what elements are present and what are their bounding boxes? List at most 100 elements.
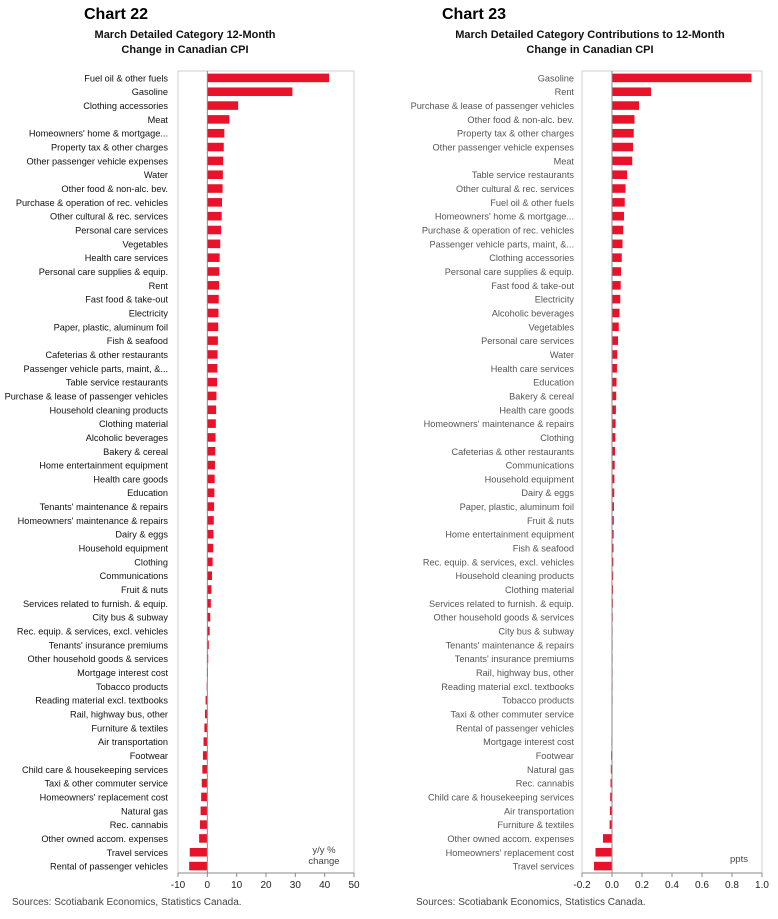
chart-23-category-label: Personal care supplies & equip. — [445, 267, 574, 277]
chart-22-category-label: Fuel oil & other fuels — [84, 73, 168, 83]
chart-23-bar — [612, 446, 615, 456]
chart-22-bar — [189, 861, 208, 871]
chart-22-bar — [207, 364, 218, 373]
chart-23-category-label: Cafeterias & other restaurants — [451, 447, 574, 457]
chart-22-category-label: Rec. cannabis — [110, 820, 169, 830]
chart-23-title-line2: Change in Canadian CPI — [526, 44, 654, 56]
chart-22-category-label: Footwear — [130, 751, 168, 761]
chart-23-bar — [612, 156, 633, 166]
chart-23-bar — [612, 336, 618, 345]
chart-22-category-label: Other food & non-alc. bev. — [61, 184, 168, 194]
chart-22-bar — [207, 211, 222, 221]
chart-22-bar — [207, 612, 211, 622]
chart-22-category-label: Tobacco products — [96, 682, 168, 692]
chart-22-bar — [207, 184, 223, 193]
chart-23-category-label: Health care goods — [499, 405, 574, 415]
chart-23-bar — [612, 101, 639, 110]
chart-22-bar — [207, 640, 209, 650]
chart-22-category-label: Purchase & lease of passenger vehicles — [5, 391, 169, 401]
chart-23-category-label: Rec. equip. & services, excl. vehicles — [423, 557, 575, 567]
chart-22-category-label: Meat — [148, 115, 169, 125]
chart-23-category-label: Reading material excl. textbooks — [441, 682, 574, 692]
chart-23-bar — [594, 861, 612, 871]
chart-22-bar — [207, 446, 216, 456]
chart-22-bar — [207, 142, 224, 152]
chart-23-bar — [612, 239, 623, 249]
chart-23-category-label: Fish & seafood — [513, 544, 574, 554]
chart-23-category-label: Tobacco products — [502, 696, 574, 706]
chart-23-category-label: Travel services — [513, 862, 575, 872]
chart-22-bar — [207, 488, 215, 498]
chart-22-bar — [207, 350, 218, 359]
chart-23-bar — [612, 474, 615, 484]
chart-23-bar — [612, 281, 621, 290]
chart-23-bar — [612, 73, 752, 83]
chart-22-bar — [203, 737, 208, 746]
chart-22-bar — [207, 543, 214, 553]
chart-22-category-label: Homeowners' maintenance & repairs — [18, 516, 169, 526]
chart-23-category-label: Footwear — [536, 751, 574, 761]
chart-22-bar — [201, 778, 208, 788]
chart-22-bar — [207, 308, 219, 318]
chart-22-category-label: Tenants' insurance premiums — [49, 640, 169, 650]
chart-23-bar — [609, 820, 612, 829]
chart-22-x-tick-label: 50 — [348, 880, 360, 891]
chart-23-category-label: Household cleaning products — [456, 571, 575, 581]
chart-22-bar — [207, 225, 222, 235]
chart-22-category-label: Fast food & take-out — [85, 295, 168, 305]
chart-23-bar — [612, 377, 617, 387]
chart-22-x-tick-label: 30 — [290, 880, 302, 891]
chart-22-bar — [207, 516, 214, 525]
chart-22-category-label: Natural gas — [121, 806, 168, 816]
chart-23-category-label: Rental of passenger vehicles — [456, 723, 574, 733]
chart-22-category-label: City bus & subway — [92, 613, 168, 623]
chart-22-bar — [207, 156, 224, 166]
chart-22-category-label: Household cleaning products — [50, 405, 169, 415]
chart-23-category-label: Homeowners' replacement cost — [446, 848, 575, 858]
chart-23-bar — [612, 419, 616, 428]
chart-23-svg: Gasoline Rent Purchase & lease of passenge… — [411, 70, 769, 891]
chart-23-title-line1: March Detailed Category Contributions to… — [455, 29, 725, 41]
chart-22-category-label: Tenants' maintenance & repairs — [40, 502, 169, 512]
chart-22-category-label: Furniture & textiles — [91, 723, 168, 733]
chart-23-bar — [612, 543, 614, 553]
chart-22-category-label: Property tax & other charges — [51, 143, 168, 153]
chart-22-category-label: Personal care services — [75, 226, 168, 236]
chart-22-bar — [207, 474, 215, 484]
chart-23-category-label: City bus & subway — [498, 627, 574, 637]
chart-23-category-label: Other household goods & services — [434, 613, 575, 623]
chart-22-number: Chart 22 — [84, 6, 149, 23]
chart-23-panel: Chart 23 March Detailed Category Contrib… — [380, 0, 778, 919]
chart-23-bar — [610, 778, 612, 788]
chart-22-category-label: Other owned accom. expenses — [41, 834, 168, 844]
chart-23-category-label: Purchase & lease of passenger vehicles — [411, 101, 575, 111]
chart-23-bar — [609, 806, 612, 816]
chart-22-bar — [207, 87, 293, 97]
chart-22-category-label: Water — [144, 170, 168, 180]
chart-23-category-label: Other cultural & rec. services — [456, 184, 574, 194]
chart-23-category-label: Rent — [555, 87, 575, 97]
chart-23-bar — [595, 847, 612, 857]
chart-22-category-label: Vegetables — [123, 239, 169, 249]
chart-23-bar — [612, 253, 622, 262]
chart-23-bar — [612, 184, 626, 193]
chart-22-category-label: Cafeterias & other restaurants — [45, 350, 168, 360]
chart-23-category-label: Dairy & eggs — [521, 488, 574, 498]
chart-22-bar — [204, 723, 208, 733]
chart-22-title: March Detailed Category 12-Month Change … — [60, 28, 310, 58]
chart-22-bar — [189, 847, 208, 857]
chart-23-category-label: Rec. cannabis — [516, 779, 575, 789]
chart-22-category-label: Homeowners' home & mortgage... — [29, 129, 168, 139]
chart-23-bar — [612, 142, 633, 152]
chart-22-category-label: Rental of passenger vehicles — [50, 862, 168, 872]
chart-22-category-label: Home entertainment equipment — [39, 461, 168, 471]
chart-22-bar — [207, 198, 222, 207]
chart-23-category-label: Fast food & take-out — [491, 281, 574, 291]
chart-22-x-tick-label: 10 — [231, 880, 243, 891]
chart-23-bar — [603, 834, 612, 843]
chart-23-category-label: Taxi & other commuter service — [450, 709, 574, 719]
chart-22-category-label: Other household goods & services — [28, 654, 169, 664]
chart-23-plot-frame — [581, 70, 763, 874]
chart-22-category-label: Alcoholic beverages — [86, 433, 169, 443]
chart-22-bar — [207, 377, 218, 387]
